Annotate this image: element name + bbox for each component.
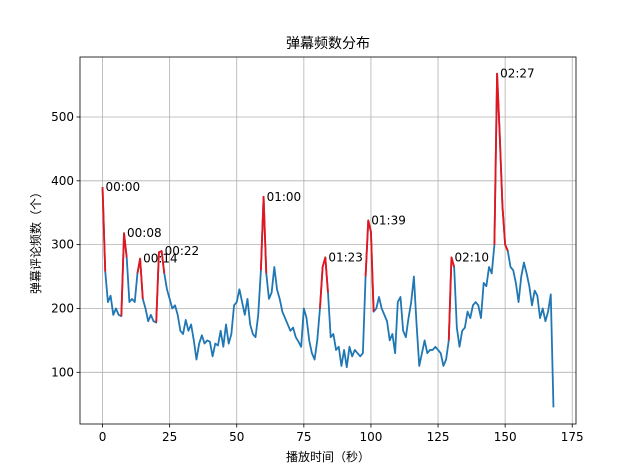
x-tick-label: 0: [99, 430, 107, 444]
line: [155, 250, 166, 323]
plot-frame: [79, 56, 577, 425]
line: [447, 256, 456, 341]
annotation: 00:08: [127, 226, 162, 240]
annotation: 02:10: [454, 250, 489, 264]
y-tick-label: 300: [51, 238, 74, 252]
annotation: 00:22: [165, 244, 200, 258]
x-axis-label: 播放时间（秒）: [286, 449, 370, 464]
line: [101, 72, 555, 408]
y-tick-label: 200: [51, 301, 74, 315]
x-tick-label: 75: [296, 430, 311, 444]
annotation: 00:00: [106, 180, 141, 194]
x-tick-label: 100: [359, 430, 382, 444]
line: [136, 257, 144, 299]
line: [319, 256, 329, 309]
x-tick-label: 175: [561, 430, 584, 444]
line: [364, 219, 375, 312]
annotation: 00:14: [143, 252, 178, 266]
x-tick-label: 150: [494, 430, 517, 444]
y-tick-label: 400: [51, 174, 74, 188]
line: [101, 187, 107, 272]
annotation: 02:27: [500, 67, 535, 81]
x-tick-label: 125: [427, 430, 450, 444]
y-tick-label: 100: [51, 365, 74, 379]
y-axis-label: 弹幕评论频数（个）: [28, 186, 43, 294]
annotation: 01:00: [267, 190, 302, 204]
annotation: 01:23: [328, 250, 363, 264]
y-tick-label: 500: [51, 110, 74, 124]
x-tick-label: 25: [162, 430, 177, 444]
chart-title: 弹幕频数分布: [286, 36, 370, 52]
line: [120, 232, 128, 317]
annotation: 01:39: [371, 213, 406, 227]
x-tick-label: 50: [229, 430, 244, 444]
line: [493, 72, 509, 252]
line: [260, 195, 268, 274]
